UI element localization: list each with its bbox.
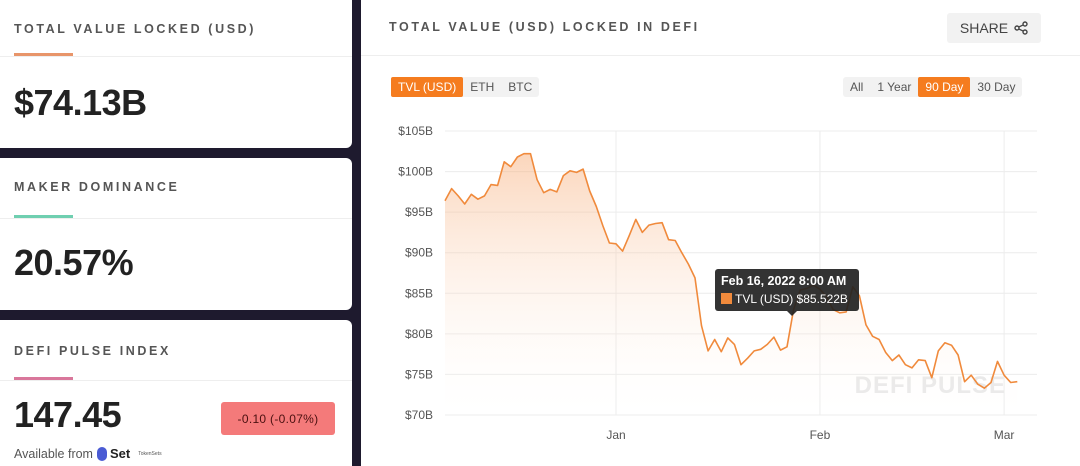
y-tick-label: $100B — [398, 165, 433, 179]
range-tab-all[interactable]: All — [850, 80, 864, 94]
tvl-accent-bar — [14, 53, 73, 56]
available-from-label: Available from — [14, 446, 93, 461]
tvl-area — [445, 153, 1018, 415]
chart-panel-title: TOTAL VALUE (USD) LOCKED IN DEFI — [389, 20, 700, 34]
divider — [0, 218, 352, 219]
tab-tvl-usd[interactable]: TVL (USD) — [391, 77, 464, 97]
currency-toggle: TVL (USD) ETH BTC — [391, 77, 540, 97]
range-tab-90-day[interactable]: 90 Day — [918, 77, 971, 97]
divider — [361, 55, 1080, 56]
divider — [0, 380, 352, 381]
available-from: Available from Set TokenSets — [14, 446, 162, 461]
tvl-value: $74.13B — [14, 82, 147, 123]
tooltip-date: Feb 16, 2022 8:00 AM — [721, 274, 846, 288]
divider — [0, 56, 352, 57]
tvl-card-title: TOTAL VALUE LOCKED (USD) — [14, 22, 257, 36]
range-tab-1-year[interactable]: 1 Year — [877, 80, 912, 94]
set-logo-icon — [96, 446, 107, 461]
pulse-accent-bar — [14, 377, 73, 380]
y-tick-label: $90B — [405, 246, 433, 260]
tooltip-swatch — [721, 293, 732, 304]
defi-pulse-index-value: 147.45 — [14, 394, 122, 435]
share-label: SHARE — [959, 20, 1009, 36]
range-tab-30-day[interactable]: 30 Day — [977, 80, 1016, 94]
maker-dominance-title: MAKER DOMINANCE — [14, 180, 180, 194]
x-tick-label: Mar — [994, 428, 1015, 442]
tooltip-value: TVL (USD) $85.522B — [735, 292, 848, 306]
maker-dominance-card: MAKER DOMINANCE 20.57% — [0, 158, 352, 310]
y-tick-label: $95B — [405, 205, 433, 219]
chart-tooltip: Feb 16, 2022 8:00 AM TVL (USD) $85.522B — [715, 269, 859, 316]
tab-btc[interactable]: BTC — [508, 80, 533, 94]
x-tick-label: Jan — [606, 428, 625, 442]
y-tick-label: $70B — [405, 408, 433, 422]
range-toggle: All 1 Year 90 Day 30 Day — [843, 77, 1023, 97]
share-button[interactable]: SHARE — [947, 13, 1041, 43]
tvl-series-line — [444, 152, 1018, 389]
defi-pulse-index-title: DEFI PULSE INDEX — [14, 344, 171, 358]
share-icon — [1014, 21, 1028, 35]
change-badge: -0.10 (-0.07%) — [221, 402, 335, 435]
tokensets-label: TokenSets — [138, 450, 162, 457]
tvl-chart[interactable]: $70B $75B $80B $85B $90B $95B $100B $105B Jan Feb… — [361, 0, 1080, 466]
set-logo[interactable]: Set — [96, 446, 131, 461]
y-tick-label: $80B — [405, 327, 433, 341]
set-logo-text: Set — [109, 446, 131, 461]
tvl-chart-panel: TOTAL VALUE (USD) LOCKED IN DEFI SHARE T… — [361, 0, 1080, 466]
y-tick-label: $85B — [405, 286, 433, 300]
y-tick-label: $75B — [405, 367, 433, 381]
y-tick-label: $105B — [398, 124, 433, 138]
tvl-card: TOTAL VALUE LOCKED (USD) $74.13B — [0, 0, 352, 148]
defi-pulse-index-card: DEFI PULSE INDEX 147.45 -0.10 (-0.07%) A… — [0, 320, 352, 466]
maker-dominance-value: 20.57% — [14, 242, 134, 283]
x-tick-label: Feb — [810, 428, 831, 442]
maker-accent-bar — [14, 215, 73, 218]
tab-eth[interactable]: ETH — [470, 80, 495, 94]
